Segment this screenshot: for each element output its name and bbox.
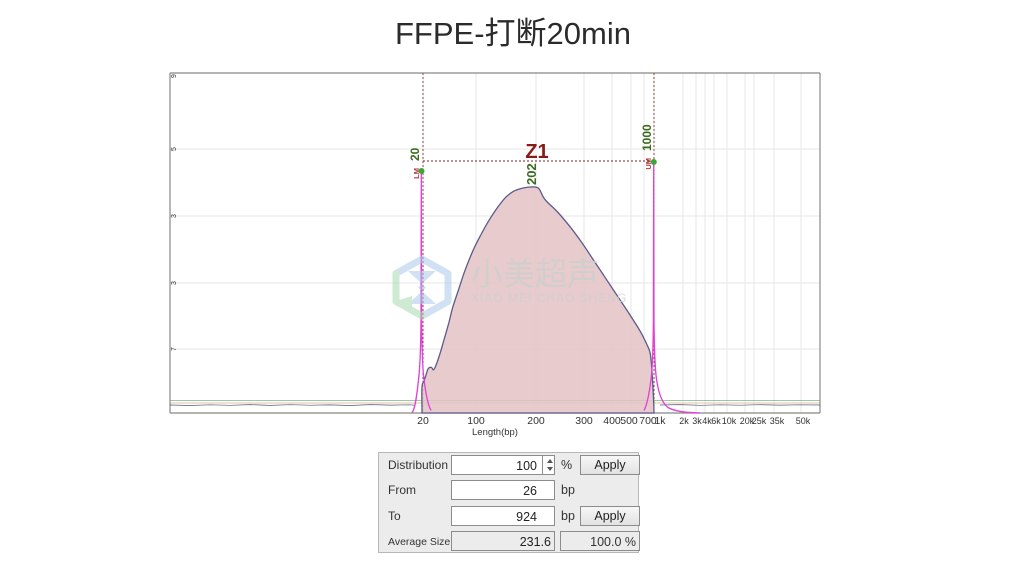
svg-text:20: 20 (408, 147, 422, 161)
svg-text:10k: 10k (722, 416, 737, 426)
svg-text:2k: 2k (679, 416, 689, 426)
svg-text:3k: 3k (692, 416, 702, 426)
svg-text:20: 20 (417, 415, 429, 427)
svg-text:35k: 35k (770, 416, 785, 426)
svg-text:100: 100 (467, 415, 485, 427)
svg-text:202: 202 (524, 163, 539, 185)
svg-text:50k: 50k (796, 416, 811, 426)
svg-text:1k: 1k (654, 415, 666, 427)
svg-text:6k: 6k (711, 416, 721, 426)
svg-text:200: 200 (527, 415, 545, 427)
svg-text:500: 500 (620, 415, 638, 427)
svg-text:1000: 1000 (640, 124, 654, 151)
svg-text:5: 5 (171, 147, 178, 151)
svg-text:Z1: Z1 (525, 141, 548, 163)
svg-text:9: 9 (171, 74, 178, 78)
svg-text:300: 300 (575, 415, 593, 427)
svg-text:3: 3 (171, 214, 178, 218)
svg-text:Length(bp): Length(bp) (472, 427, 518, 438)
svg-text:XIAO MEI CHAO SHENG: XIAO MEI CHAO SHENG (471, 291, 627, 305)
svg-text:400: 400 (603, 415, 621, 427)
svg-text:UM: UM (644, 158, 653, 170)
svg-text:25k: 25k (752, 416, 767, 426)
svg-text:3: 3 (171, 281, 178, 285)
svg-text:LM: LM (412, 168, 421, 179)
svg-text:小美超声: 小美超声 (471, 256, 599, 292)
svg-text:7: 7 (171, 347, 178, 351)
